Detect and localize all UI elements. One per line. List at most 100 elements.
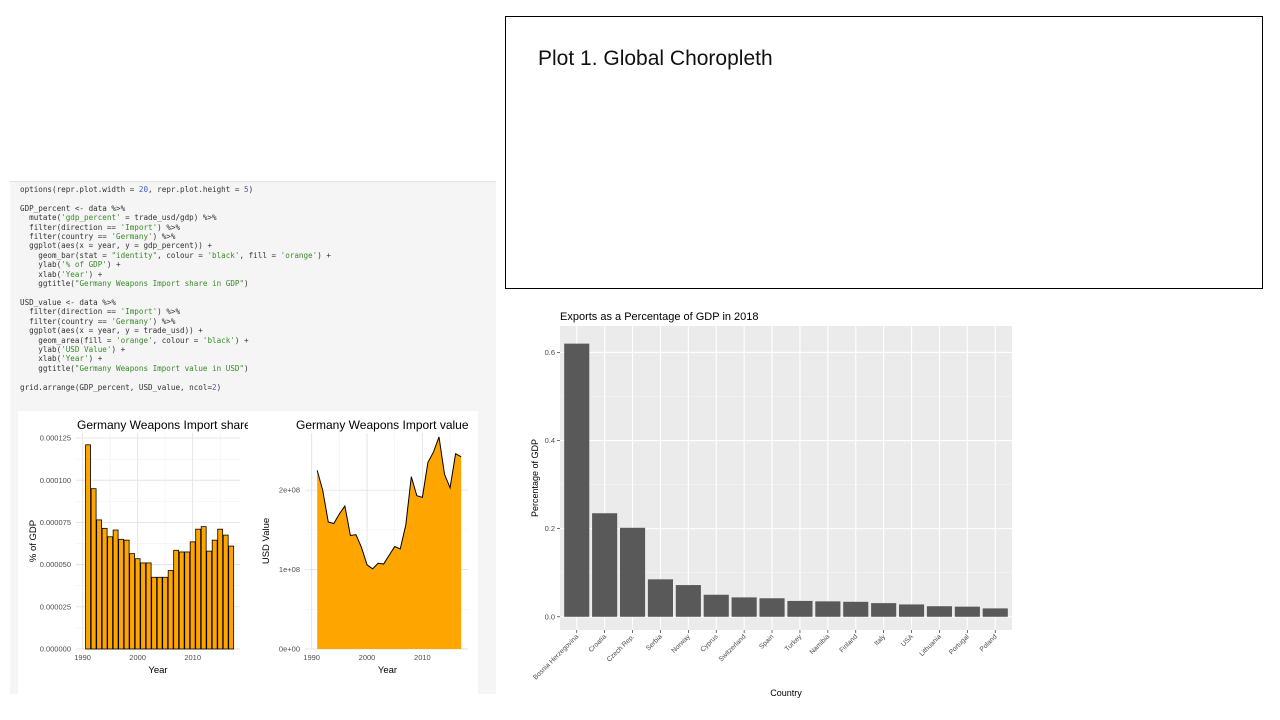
code-token: 'Year' — [61, 269, 89, 279]
bar — [90, 488, 97, 650]
code-token: 'black' — [207, 250, 240, 260]
code-line: xlab('Year') + — [20, 270, 496, 279]
bar — [843, 601, 869, 617]
code-token: grid.arrange(GDP_percent, USD_value, nco… — [20, 382, 213, 392]
code-token: ggplot(aes(x = year, y = trade_usd)) + — [20, 326, 203, 336]
code-token: ggtitle( — [20, 363, 75, 373]
code-token: "Germany Weapons Import share in GDP" — [74, 279, 245, 289]
code-token: , fill = — [239, 250, 281, 260]
code-token: 'Germany' — [111, 316, 153, 326]
x-tick-label: Finland — [838, 633, 859, 654]
code-token: 'black' — [202, 335, 235, 345]
code-line: ggplot(aes(x = year, y = gdp_percent)) + — [20, 241, 496, 250]
code-token: filter(direction == — [20, 307, 121, 317]
bar — [871, 603, 897, 617]
code-line: options(repr.plot.width = 20, repr.plot.… — [20, 185, 496, 194]
chart-title: Germany Weapons Import value in USD — [296, 418, 468, 432]
bar — [899, 604, 925, 617]
code-token: , colour = — [157, 250, 208, 260]
y-axis-label: Percentage of GDP — [530, 439, 540, 517]
code-token: ) — [244, 279, 249, 289]
bar — [85, 444, 91, 650]
bar — [731, 597, 757, 617]
code-token: ) %>% — [152, 316, 176, 326]
bar — [217, 528, 224, 650]
code-token: xlab( — [20, 269, 62, 279]
x-tick-label: USA — [900, 633, 915, 648]
code-token: "Germany Weapons Import value in USD" — [74, 363, 245, 373]
code-token: filter(country == — [20, 232, 112, 242]
code-token: ) + — [106, 260, 121, 270]
code-token: ylab( — [20, 260, 62, 270]
code-token: "identity" — [111, 250, 158, 260]
code-token: ) + — [317, 250, 331, 260]
bar — [954, 606, 980, 617]
x-tick-label: Czech Rep. — [606, 633, 636, 663]
code-token: 2 — [212, 382, 217, 392]
code-token: xlab( — [20, 354, 62, 364]
plot-box-title: Plot 1. Global Choropleth — [538, 47, 773, 70]
bar — [592, 513, 618, 617]
code-token: 'Year' — [61, 354, 89, 364]
bar — [167, 570, 174, 650]
code-line: ggplot(aes(x = year, y = trade_usd)) + — [20, 326, 496, 335]
bar — [156, 576, 163, 650]
bar — [129, 553, 136, 650]
x-tick-label: 2010 — [184, 653, 201, 662]
code-token: ) %>% — [152, 232, 176, 242]
code-token: ggtitle( — [20, 279, 75, 289]
code-token: '% of GDP' — [61, 260, 107, 270]
germany-import-share-chart: 0.000000 0.000025 0.000050 0.000075 0.000100… — [28, 418, 248, 676]
code-text[interactable]: options(repr.plot.width = 20, repr.plot.… — [10, 182, 496, 392]
bar — [200, 526, 207, 650]
code-line: mutate('gdp_percent' = trade_usd/gdp) %>… — [20, 213, 496, 222]
bar — [173, 549, 180, 650]
y-tick-label: 0e+00 — [279, 645, 300, 654]
y-tick-label: 0.0 — [545, 612, 555, 621]
code-cell[interactable]: options(repr.plot.width = 20, repr.plot.… — [10, 181, 496, 402]
code-token: options(repr.plot.width = — [20, 185, 139, 194]
code-token: filter(country == — [20, 316, 112, 326]
bar — [123, 539, 130, 650]
code-line: ylab('% of GDP') + — [20, 260, 496, 269]
x-tick-label: 1990 — [74, 653, 91, 662]
code-token: 'Import' — [120, 222, 158, 232]
code-token: ) + — [234, 335, 249, 345]
code-token: = trade_usd/gdp) %>% — [120, 213, 217, 223]
x-axis-label: Year — [148, 665, 167, 676]
x-axis-label: Year — [378, 665, 397, 676]
exports-gdp-chart: 0.0 0.2 0.4 0.6 Bosnia Herzegovina CroatiaCze… — [530, 311, 1012, 698]
code-line — [20, 194, 496, 203]
code-token: , repr.plot.height = — [148, 185, 245, 194]
code-token: 'Import' — [120, 307, 158, 317]
code-token: 'orange' — [116, 335, 153, 345]
germany-import-value-chart: 0e+00 1e+08 2e+08 1990 2000 2010 Germany Weapo… — [261, 418, 468, 676]
y-tick-label: 2e+08 — [279, 486, 300, 495]
code-token: ggplot(aes(x = year, y = gdp_percent)) + — [20, 241, 213, 251]
bar — [189, 541, 196, 650]
y-tick-label: 0.000050 — [40, 560, 71, 569]
code-token: ) — [216, 382, 222, 392]
bar — [815, 601, 841, 617]
code-token: 'USD Value' — [61, 344, 112, 354]
choropleth-placeholder-box: Plot 1. Global Choropleth — [505, 16, 1263, 289]
bar — [222, 534, 229, 650]
bar — [118, 538, 125, 650]
bar — [178, 551, 185, 650]
code-token: geom_area(fill = — [20, 335, 117, 345]
code-line: grid.arrange(GDP_percent, USD_value, nco… — [20, 383, 496, 392]
x-axis-label: Country — [770, 688, 802, 698]
y-tick-label: 0.000075 — [40, 518, 71, 527]
y-tick-label: 0.4 — [545, 436, 555, 445]
x-tick-label: Italy — [873, 633, 887, 647]
area-fill — [317, 436, 462, 649]
x-tick-label: Croatia — [588, 633, 609, 654]
x-tick-label: Poland — [979, 633, 999, 653]
code-token: ylab( — [20, 344, 62, 354]
code-token: ) %>% — [157, 307, 181, 317]
bar — [675, 585, 701, 617]
plot-output: 0.000000 0.000025 0.000050 0.000075 0.000100… — [18, 411, 478, 694]
y-axis-label: USD Value — [261, 518, 272, 564]
code-token: 'Germany' — [111, 232, 153, 242]
chart-title: Germany Weapons Import share in GDP — [77, 418, 248, 432]
